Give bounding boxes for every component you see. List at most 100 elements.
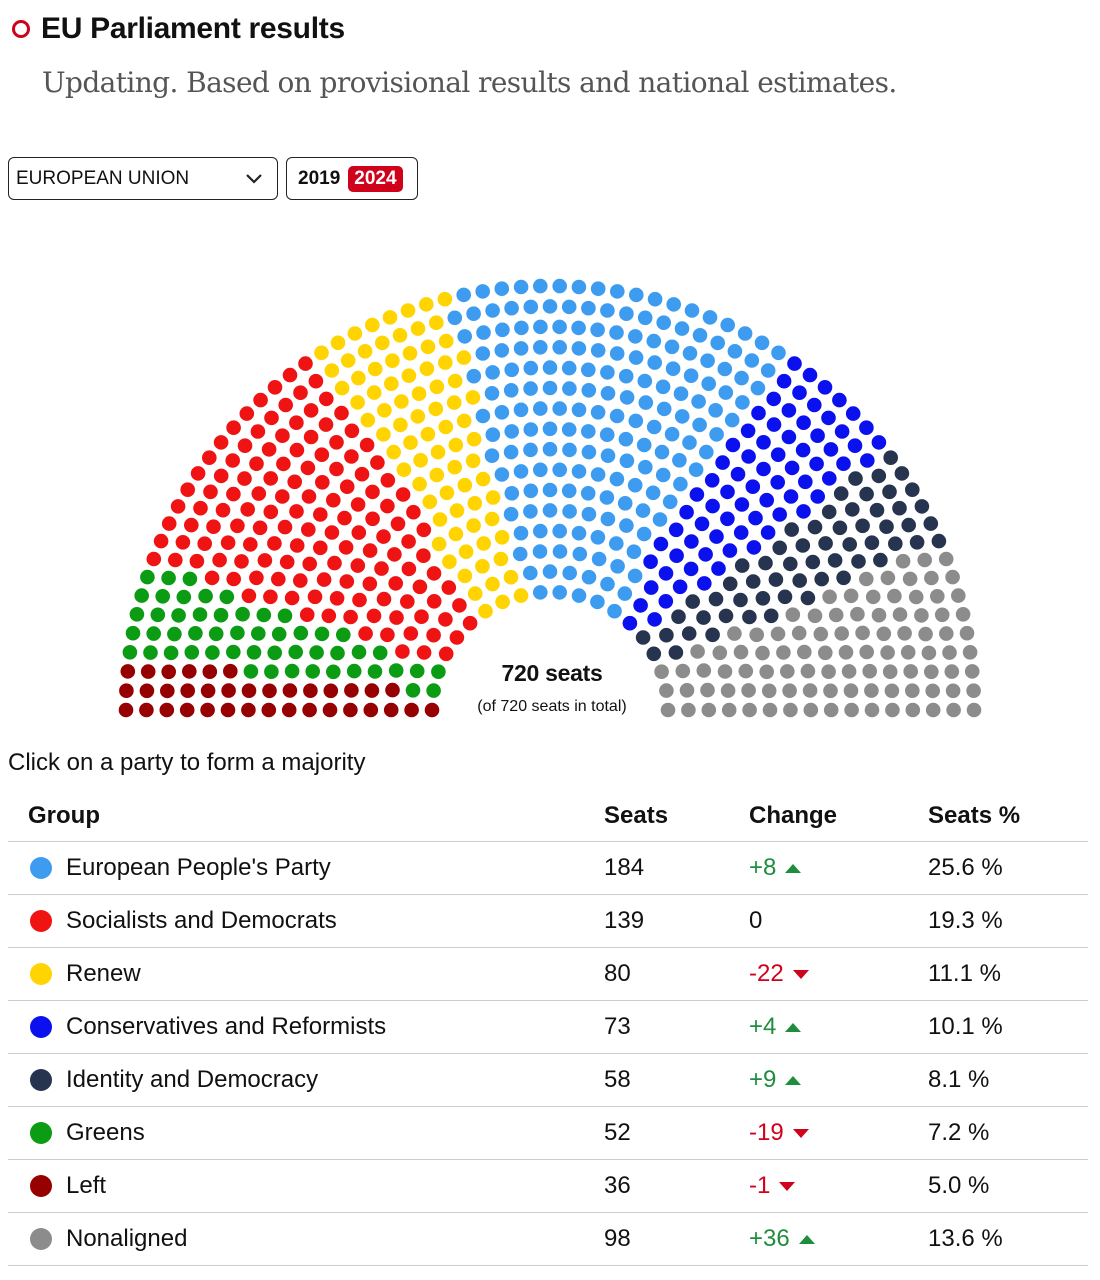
seat-conservatives-and-reformists	[730, 466, 746, 482]
seat-european-people-s-party	[581, 362, 596, 378]
seat-european-people-s-party	[637, 310, 653, 326]
seat-greens	[336, 627, 351, 643]
seat-european-people-s-party	[552, 319, 567, 335]
seat-conservatives-and-reformists	[658, 566, 674, 581]
seat-nonaligned	[660, 702, 676, 718]
seat-socialists-and-democrats	[376, 529, 391, 544]
seat-nonaligned	[783, 702, 798, 718]
seat-identity-and-democracy	[772, 540, 787, 556]
seat-conservatives-and-reformists	[807, 397, 822, 413]
seat-greens	[431, 664, 446, 679]
seat-european-people-s-party	[701, 376, 716, 391]
table-row[interactable]: Renew 80 -22 11.1 %	[8, 948, 1088, 1001]
seat-nonaligned	[679, 683, 695, 698]
seat-nonaligned	[876, 626, 892, 642]
table-row[interactable]: Nonaligned 98 +36 13.6 %	[8, 1213, 1088, 1266]
seat-nonaligned	[859, 644, 874, 660]
year-option-2024[interactable]: 2024	[348, 165, 403, 192]
seat-socialists-and-democrats	[153, 533, 169, 549]
party-seats: 52	[604, 1119, 631, 1146]
seat-european-people-s-party	[542, 299, 558, 314]
party-name: Greens	[66, 1119, 145, 1146]
seat-european-people-s-party	[542, 360, 558, 375]
seat-socialists-and-democrats	[400, 594, 415, 609]
year-toggle[interactable]: 2019 2024	[286, 157, 418, 200]
seat-european-people-s-party	[684, 303, 700, 318]
seat-european-people-s-party	[562, 565, 577, 581]
seat-nonaligned	[895, 553, 911, 569]
seat-european-people-s-party	[485, 427, 501, 442]
seat-nonaligned	[741, 683, 756, 698]
table-row[interactable]: European People's Party 184 +8 25.6 %	[8, 842, 1088, 895]
seat-identity-and-democracy	[873, 552, 888, 568]
party-seats-pct: 7.2 %	[928, 1119, 990, 1146]
seat-european-people-s-party	[656, 401, 672, 417]
year-option-2019[interactable]: 2019	[298, 167, 341, 189]
seat-socialists-and-democrats	[234, 554, 249, 569]
hemicycle-chart	[118, 278, 982, 718]
seat-renew	[377, 403, 392, 418]
seat-nonaligned	[712, 645, 728, 661]
seat-nonaligned	[780, 664, 795, 679]
seat-socialists-and-democrats	[334, 405, 349, 421]
seat-nonaligned	[802, 683, 818, 698]
seat-renew	[437, 291, 453, 307]
table-row[interactable]: Left 36 -1 5.0 %	[8, 1160, 1088, 1213]
seat-european-people-s-party	[638, 395, 654, 410]
seat-european-people-s-party	[628, 329, 643, 344]
seat-identity-and-democracy	[807, 519, 823, 535]
seat-conservatives-and-reformists	[760, 525, 776, 540]
table-row[interactable]: Conservatives and Reformists 73 +4 10.1 %	[8, 1001, 1088, 1054]
table-row[interactable]: Greens 52 -19 7.2 %	[8, 1107, 1088, 1160]
seat-renew	[422, 494, 438, 510]
seat-renew	[403, 435, 418, 450]
seat-socialists-and-democrats	[212, 552, 227, 568]
seat-greens	[134, 588, 149, 603]
seat-socialists-and-democrats	[275, 428, 290, 443]
seat-socialists-and-democrats	[299, 607, 315, 622]
seat-left	[343, 702, 358, 718]
seat-conservatives-and-reformists	[781, 429, 797, 445]
seat-european-people-s-party	[494, 467, 510, 482]
seat-socialists-and-democrats	[243, 537, 258, 552]
seat-left	[281, 702, 297, 718]
header: EU Parliament results	[12, 12, 345, 46]
seat-conservatives-and-reformists	[802, 367, 818, 383]
seat-nonaligned	[742, 702, 757, 718]
seat-renew	[365, 317, 380, 333]
seat-identity-and-democracy	[805, 554, 821, 570]
seat-renew	[457, 568, 473, 584]
seat-socialists-and-democrats	[263, 471, 279, 486]
chevron-down-icon	[246, 173, 262, 184]
seat-identity-and-democracy	[836, 570, 851, 586]
seat-identity-and-democracy	[763, 608, 779, 624]
region-select[interactable]: EUROPEAN UNION	[8, 157, 278, 200]
seat-socialists-and-democrats	[327, 555, 342, 571]
seat-european-people-s-party	[523, 299, 539, 315]
seat-renew	[465, 453, 481, 469]
seat-socialists-and-democrats	[438, 612, 453, 627]
seat-socialists-and-democrats	[403, 626, 419, 641]
seat-socialists-and-democrats	[289, 538, 305, 553]
seat-socialists-and-democrats	[237, 471, 252, 486]
seat-socialists-and-democrats	[324, 525, 340, 540]
seat-identity-and-democracy	[758, 555, 773, 571]
seat-socialists-and-democrats	[267, 380, 283, 395]
seat-socialists-and-democrats	[250, 424, 266, 439]
seat-conservatives-and-reformists	[643, 554, 658, 569]
seat-socialists-and-democrats	[252, 520, 268, 536]
table-row[interactable]: Socialists and Democrats 139 0 19.3 %	[8, 895, 1088, 948]
seat-european-people-s-party	[720, 317, 735, 333]
seat-european-people-s-party	[590, 530, 606, 545]
seat-socialists-and-democrats	[426, 566, 442, 581]
seat-greens	[256, 607, 272, 623]
majority-instruction: Click on a party to form a majority	[8, 749, 366, 776]
seat-european-people-s-party	[513, 464, 529, 479]
seat-greens	[250, 626, 266, 641]
seat-nonaligned	[966, 683, 981, 698]
seat-socialists-and-democrats	[206, 519, 221, 534]
table-row[interactable]: Identity and Democracy 58 +9 8.1 %	[8, 1054, 1088, 1107]
seat-conservatives-and-reformists	[834, 424, 850, 439]
seat-greens	[293, 625, 309, 641]
seat-european-people-s-party	[475, 408, 491, 424]
